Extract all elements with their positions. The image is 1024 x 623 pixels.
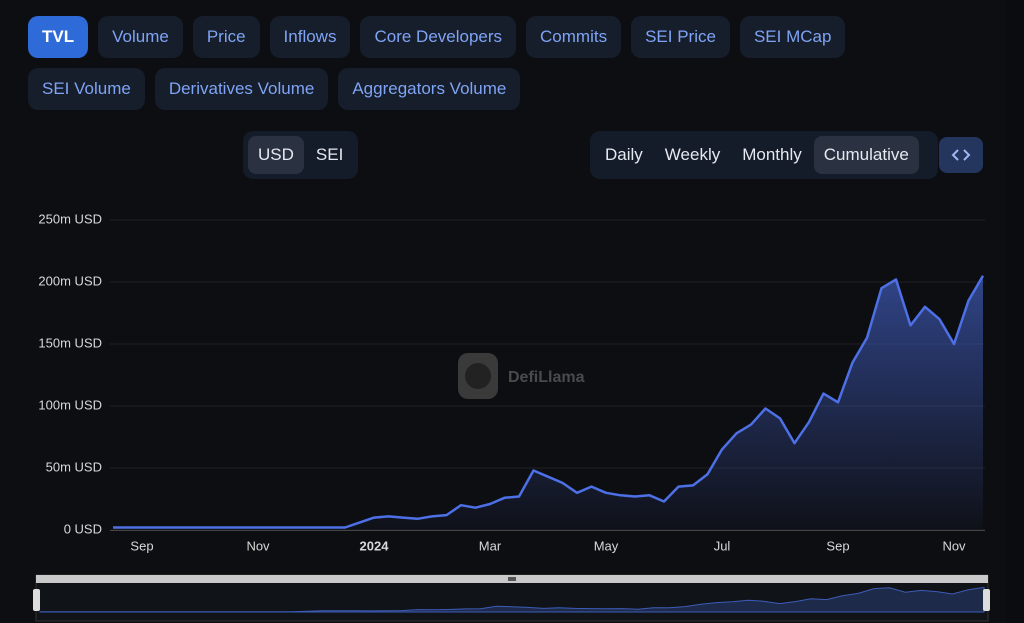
tab-button[interactable]: Price [192, 16, 260, 58]
tab-button[interactable]: SEI MCap [739, 16, 846, 58]
tab-bar: TVL Volume Price Inflows Core Developers Comm… [28, 16, 888, 110]
tab-button[interactable]: Commits [526, 16, 622, 58]
interval-option[interactable]: Monthly [742, 145, 802, 164]
currency-toggle: USD SEI [243, 131, 359, 179]
tab-button[interactable]: Inflows [269, 16, 351, 58]
tab-button[interactable]: Derivatives Volume [154, 68, 329, 110]
tab-button[interactable]: Aggregators Volume [338, 68, 521, 110]
currency-option[interactable]: SEI [315, 145, 344, 164]
currency-option[interactable]: USD [248, 136, 304, 174]
tab-button[interactable]: Core Developers [360, 16, 517, 58]
tab-button[interactable]: TVL [28, 16, 89, 58]
interval-option[interactable]: Daily [605, 145, 643, 164]
interval-option[interactable]: Weekly [664, 145, 721, 164]
embed-button[interactable] [939, 137, 983, 173]
interval-option[interactable]: Cumulative [813, 136, 919, 174]
tab-button[interactable]: Volume [98, 16, 183, 58]
tab-button[interactable]: SEI Volume [28, 68, 145, 110]
tab-button[interactable]: SEI Price [631, 16, 730, 58]
interval-toggle: Daily Weekly Monthly Cumulative [590, 131, 938, 179]
